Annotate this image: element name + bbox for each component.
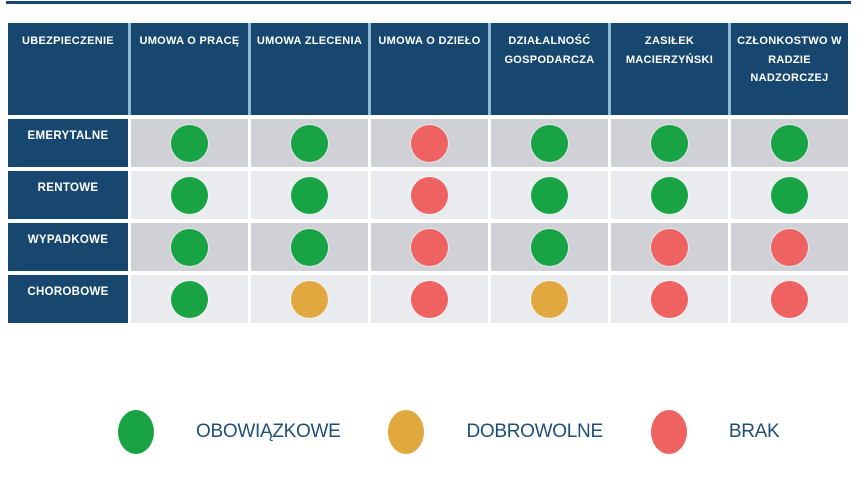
yellow-dot	[531, 280, 568, 318]
column-header: UMOWA O DZIEŁO	[371, 23, 488, 115]
green-dot	[171, 124, 208, 162]
legend-item: BRAK	[650, 410, 780, 454]
red-dot	[651, 228, 688, 266]
status-cell	[371, 223, 488, 271]
status-cell	[131, 119, 248, 167]
corner-header: UBEZPIECZENIE	[8, 23, 128, 115]
status-cell	[251, 119, 368, 167]
status-cell	[491, 275, 608, 323]
row-header: CHOROBOWE	[8, 275, 128, 323]
status-cell	[371, 119, 488, 167]
column-header: CZŁONKOSTWO W RADZIE NADZORCZEJ	[731, 23, 848, 115]
column-header: UMOWA ZLECENIA	[251, 23, 368, 115]
red-dot	[411, 280, 448, 318]
status-cell	[131, 171, 248, 219]
status-cell	[371, 171, 488, 219]
green-dot	[171, 280, 208, 318]
status-cell	[611, 275, 728, 323]
green-dot	[651, 124, 688, 162]
status-cell	[731, 223, 848, 271]
red-dot	[771, 228, 808, 266]
red-dot	[411, 124, 448, 162]
green-dot	[171, 176, 208, 214]
green-dot	[771, 176, 808, 214]
status-cell	[731, 119, 848, 167]
row-header: EMERYTALNE	[8, 119, 128, 167]
green-legend-dot	[118, 410, 154, 454]
legend: OBOWIĄZKOWE DOBROWOLNE BRAK	[118, 410, 827, 454]
red-legend-dot	[650, 410, 687, 454]
status-cell	[731, 275, 848, 323]
legend-item: OBOWIĄZKOWE	[118, 410, 341, 454]
legend-item: DOBROWOLNE	[388, 410, 603, 454]
insurance-table: UBEZPIECZENIE UMOWA O PRACĘ UMOWA ZLECENIA…	[8, 23, 848, 323]
status-cell	[611, 171, 728, 219]
status-cell	[131, 275, 248, 323]
table-row: CHOROBOWE	[8, 275, 848, 323]
red-dot	[411, 176, 448, 214]
table-body: EMERYTALNE RENTOWE WYPADKOWE CHOROBOWE	[8, 119, 848, 323]
status-cell	[491, 171, 608, 219]
column-header: UMOWA O PRACĘ	[131, 23, 248, 115]
legend-label: BRAK	[728, 421, 780, 442]
legend-label: DOBROWOLNE	[466, 421, 603, 442]
status-cell	[731, 171, 848, 219]
table-header-row: UBEZPIECZENIE UMOWA O PRACĘ UMOWA ZLECENIA…	[8, 23, 848, 115]
table-row: RENTOWE	[8, 171, 848, 219]
green-dot	[291, 124, 328, 162]
status-cell	[131, 223, 248, 271]
column-header: DZIAŁALNOŚĆ GOSPODARCZA	[491, 23, 608, 115]
column-header: ZASIŁEK MACIERZYŃSKI	[611, 23, 728, 115]
red-dot	[651, 280, 688, 318]
status-cell	[611, 119, 728, 167]
green-dot	[771, 124, 808, 162]
status-cell	[611, 223, 728, 271]
green-dot	[291, 176, 328, 214]
status-cell	[371, 275, 488, 323]
green-dot	[531, 228, 568, 266]
green-dot	[531, 124, 568, 162]
status-cell	[491, 223, 608, 271]
row-header: WYPADKOWE	[8, 223, 128, 271]
yellow-legend-dot	[388, 410, 425, 454]
green-dot	[531, 176, 568, 214]
status-cell	[251, 275, 368, 323]
red-dot	[771, 280, 808, 318]
green-dot	[651, 176, 688, 214]
legend-label: OBOWIĄZKOWE	[196, 421, 341, 442]
table-row: WYPADKOWE	[8, 223, 848, 271]
green-dot	[171, 228, 208, 266]
row-header: RENTOWE	[8, 171, 128, 219]
status-cell	[491, 119, 608, 167]
status-cell	[251, 171, 368, 219]
table-row: EMERYTALNE	[8, 119, 848, 167]
top-divider-rule	[6, 1, 851, 4]
red-dot	[411, 228, 448, 266]
status-cell	[251, 223, 368, 271]
green-dot	[291, 228, 328, 266]
yellow-dot	[291, 280, 328, 318]
